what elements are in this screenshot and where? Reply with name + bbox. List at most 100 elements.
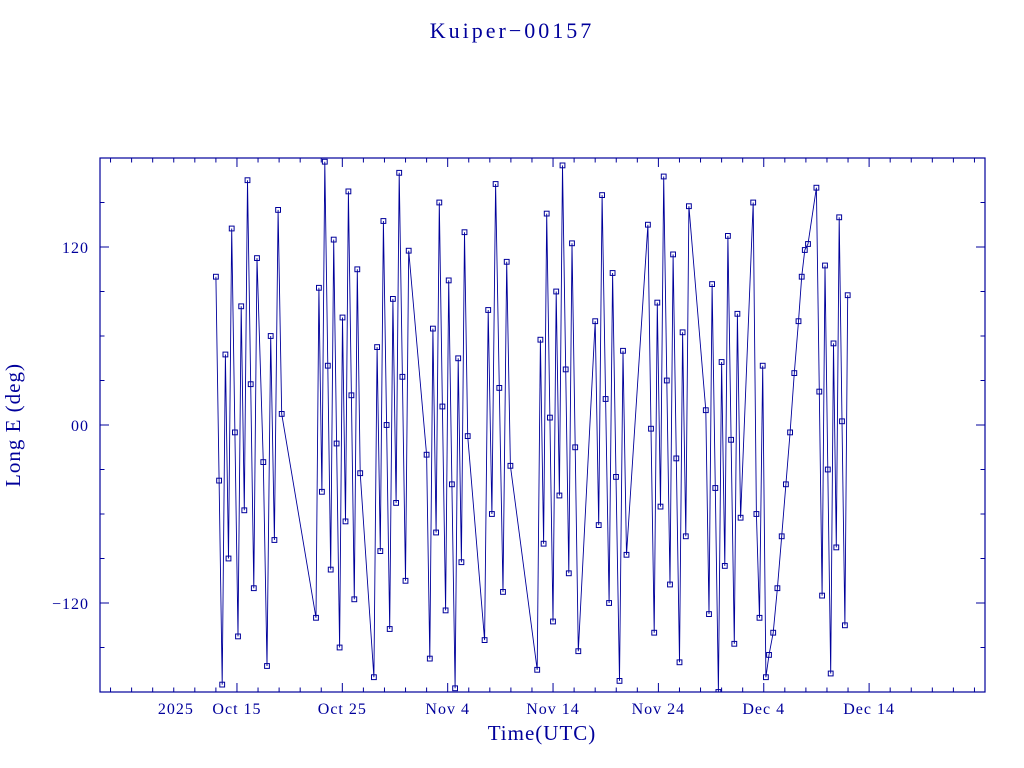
data-point-marker (386, 626, 393, 632)
data-point-marker (667, 581, 673, 588)
data-point-marker (673, 455, 680, 462)
x-axis-title: Time(UTC) (488, 721, 597, 745)
data-point-marker (798, 273, 805, 280)
data-point-marker (663, 377, 670, 384)
data-point-marker (402, 577, 409, 584)
data-point-marker (321, 158, 328, 165)
data-point-marker (565, 570, 572, 577)
data-point-marker (737, 514, 744, 521)
data-point-marker (770, 629, 777, 636)
data-point-marker (654, 299, 661, 306)
data-point-marker (686, 203, 692, 210)
x-tick-label: Nov 24 (632, 701, 686, 718)
data-point-marker (750, 199, 757, 206)
x-tick-label: Oct 25 (318, 701, 367, 718)
data-point-marker (481, 637, 488, 644)
x-tick-label: Nov 14 (526, 701, 580, 718)
data-point-marker (602, 396, 609, 402)
data-line (215, 161, 849, 692)
data-point-marker (423, 451, 430, 458)
data-point-marker (489, 511, 495, 517)
data-point-marker (734, 310, 741, 317)
data-point-marker (232, 429, 238, 436)
data-point-marker (452, 685, 459, 692)
data-point-marker (327, 566, 334, 573)
data-point-marker (354, 266, 361, 273)
data-point-marker (222, 351, 229, 358)
data-point-marker (657, 503, 664, 510)
data-point-marker (336, 644, 343, 651)
data-point-marker (371, 674, 377, 681)
data-point-marker (709, 281, 716, 288)
data-point-marker (264, 663, 270, 669)
data-point-marker (676, 659, 683, 666)
data-series (213, 158, 851, 692)
data-point-marker (572, 444, 579, 451)
data-point-marker (534, 666, 541, 673)
x-tick-label: Dec 4 (742, 701, 785, 718)
data-point-marker (556, 492, 563, 499)
data-point-marker (830, 340, 837, 347)
data-point-marker (766, 652, 772, 658)
data-point-marker (623, 551, 630, 558)
data-point-marker (547, 414, 553, 421)
data-point-marker (783, 481, 789, 488)
data-point-marker (374, 344, 381, 351)
data-point-marker (756, 614, 763, 621)
data-point-marker (436, 199, 443, 206)
data-point-marker (718, 359, 725, 365)
data-point-marker (254, 255, 260, 261)
data-point-marker (333, 440, 340, 447)
data-point-marker (330, 236, 337, 243)
data-point-marker (715, 689, 722, 692)
data-point-marker (540, 540, 547, 547)
data-point-marker (706, 611, 712, 618)
data-point-marker (241, 507, 248, 514)
data-point-marker (731, 640, 738, 647)
data-point-marker (537, 336, 544, 343)
data-point-marker (324, 362, 331, 369)
data-point-marker (824, 466, 831, 473)
data-point-marker (553, 288, 560, 295)
data-point-marker (271, 537, 278, 543)
data-point-marker (399, 373, 406, 380)
data-point-marker (433, 529, 440, 536)
data-point-marker (430, 325, 436, 332)
data-point-marker (439, 403, 446, 410)
data-point-marker (405, 247, 412, 254)
data-point-marker (753, 511, 760, 517)
data-point-marker (500, 589, 506, 595)
data-point-marker (670, 251, 677, 258)
data-point-marker (613, 474, 619, 480)
y-tick-label: 120 (62, 240, 89, 257)
data-point-marker (442, 607, 449, 614)
data-point-marker (660, 173, 667, 180)
data-point-marker (550, 618, 556, 625)
data-point-marker (464, 433, 471, 440)
data-point-marker (833, 544, 840, 551)
data-point-marker (805, 241, 811, 247)
data-point-marker (313, 614, 319, 621)
data-point-marker (795, 318, 802, 325)
data-point-marker (485, 307, 492, 313)
data-point-marker (445, 277, 452, 284)
data-point-marker (213, 273, 219, 280)
y-axis-title: Long E (deg) (1, 363, 25, 487)
data-point-marker (725, 233, 731, 239)
data-point-marker (458, 559, 465, 566)
data-point-marker (267, 333, 274, 339)
data-point-marker (219, 681, 226, 688)
x-tick-label: Dec 14 (843, 701, 895, 718)
data-point-marker (813, 184, 820, 191)
data-point-marker (244, 177, 251, 184)
data-point-marker (492, 181, 499, 187)
data-point-marker (390, 296, 396, 302)
data-point-marker (496, 385, 503, 391)
data-point-marker (225, 555, 232, 562)
data-point-marker (543, 210, 550, 217)
data-markers (213, 158, 851, 692)
data-point-marker (396, 169, 403, 176)
data-point-marker (507, 462, 514, 469)
data-point-marker (319, 488, 325, 495)
